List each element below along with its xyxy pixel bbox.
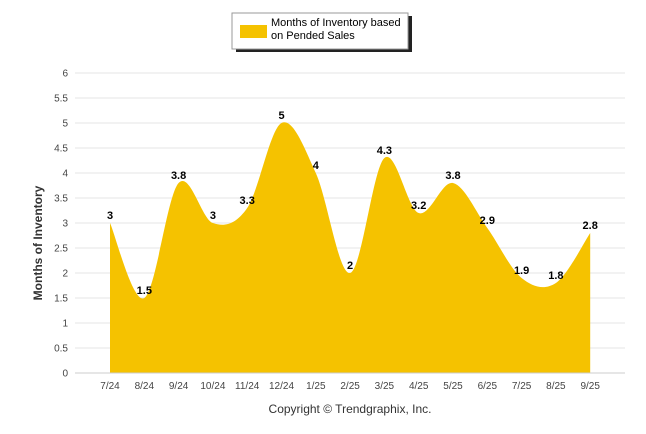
data-label: 3.8 (445, 170, 460, 182)
x-tick-label: 12/24 (269, 381, 294, 392)
x-tick-label: 9/25 (580, 381, 600, 392)
copyright-text: Copyright © Trendgraphix, Inc. (269, 402, 432, 416)
y-tick-label: 0 (62, 369, 68, 380)
y-tick-label: 4 (62, 169, 68, 180)
y-tick-label: 5 (62, 119, 68, 130)
y-tick-label: 5.5 (54, 94, 68, 105)
x-tick-label: 11/24 (235, 381, 260, 392)
y-tick-label: 1 (62, 319, 68, 330)
x-tick-label: 1/25 (306, 381, 326, 392)
x-tick-label: 7/25 (512, 381, 532, 392)
x-tick-label: 6/25 (478, 381, 498, 392)
legend-label-line1: Months of Inventory based (271, 17, 401, 29)
x-tick-label: 8/25 (546, 381, 566, 392)
y-tick-label: 3.5 (54, 194, 68, 205)
data-label: 4.3 (377, 145, 392, 157)
y-tick-label: 6 (62, 69, 68, 80)
y-tick-label: 2.5 (54, 244, 68, 255)
y-axis-ticks: 0 0.5 1 1.5 2 2.5 3 3.5 4 4.5 5 5.5 6 (54, 69, 68, 380)
data-label: 3.3 (240, 195, 255, 207)
y-axis-label: Months of Inventory (31, 185, 45, 300)
x-tick-label: 10/24 (200, 381, 225, 392)
legend-label-line2: on Pended Sales (271, 30, 355, 42)
x-tick-label: 4/25 (409, 381, 429, 392)
data-label: 2.9 (480, 215, 495, 227)
data-label: 2.8 (583, 220, 598, 232)
x-tick-label: 2/25 (340, 381, 360, 392)
x-tick-label: 7/24 (100, 381, 120, 392)
data-label: 1.9 (514, 265, 529, 277)
data-label: 3 (210, 210, 216, 222)
x-tick-label: 9/24 (169, 381, 189, 392)
x-tick-label: 8/24 (135, 381, 155, 392)
data-label: 1.5 (137, 285, 152, 297)
y-tick-label: 3 (62, 219, 68, 230)
data-label: 1.8 (548, 270, 563, 282)
area-series (110, 122, 591, 374)
data-label: 3.8 (171, 170, 186, 182)
data-label: 2 (347, 260, 353, 272)
x-tick-label: 3/25 (375, 381, 395, 392)
data-label: 4 (313, 160, 320, 172)
data-label: 5 (278, 110, 284, 122)
y-tick-label: 0.5 (54, 344, 68, 355)
x-axis-ticks: 7/24 8/24 9/24 10/24 11/24 12/24 1/25 2/25 3/25 4… (100, 381, 600, 392)
data-labels: 3 1.5 3.8 3 3.3 5 4 2 4.3 3.2 3.8 2.9 1.9 1.8 2.8 (107, 110, 598, 297)
y-tick-label: 4.5 (54, 144, 68, 155)
y-tick-label: 1.5 (54, 294, 68, 305)
y-tick-label: 2 (62, 269, 68, 280)
data-label: 3 (107, 210, 113, 222)
x-tick-label: 5/25 (443, 381, 463, 392)
legend: Months of Inventory based on Pended Sale… (231, 12, 412, 52)
legend-swatch (240, 25, 267, 38)
data-label: 3.2 (411, 200, 426, 212)
